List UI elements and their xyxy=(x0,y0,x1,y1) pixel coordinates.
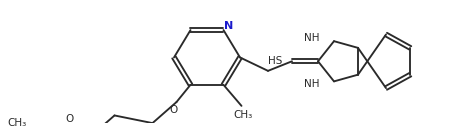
Text: NH: NH xyxy=(304,79,319,89)
Text: CH₃: CH₃ xyxy=(233,110,253,120)
Text: CH₃: CH₃ xyxy=(7,118,27,128)
Text: NH: NH xyxy=(304,33,319,43)
Text: HS: HS xyxy=(267,56,281,66)
Text: O: O xyxy=(169,105,177,115)
Text: N: N xyxy=(223,21,233,31)
Text: O: O xyxy=(65,114,73,124)
